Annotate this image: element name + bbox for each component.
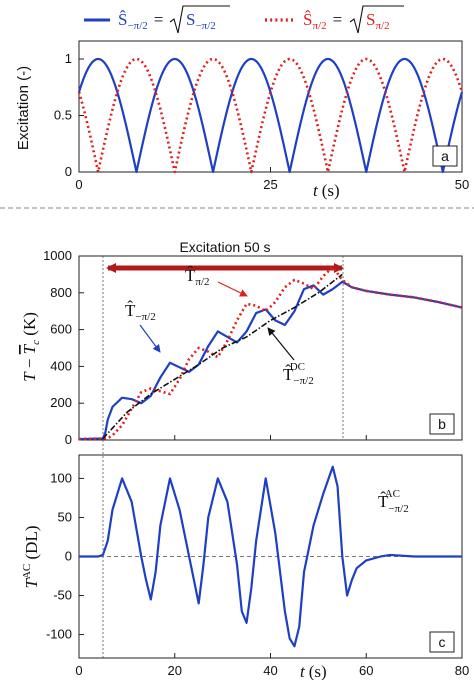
legend-radicand-blue: S−π/2 xyxy=(186,10,216,32)
panel-b-ytick-label: 800 xyxy=(50,285,72,300)
annotation-t-hat-ac: T̂−π/2AC xyxy=(378,488,409,515)
panel-a-xticks: 0 25 50 xyxy=(75,167,469,192)
panel-b-ytick-label: 200 xyxy=(50,395,72,410)
panel-c-yticks: 100 50 0 -50 -100 xyxy=(46,470,84,642)
panel-b-series-line-1 xyxy=(78,265,463,441)
panel-c-series-line-0 xyxy=(79,465,462,648)
annotation-arrow-blue xyxy=(139,324,161,353)
panel-b-frame xyxy=(78,255,463,441)
panel-a-ytick-label: 0 xyxy=(65,164,72,179)
panel-a-xlabel: t (s) xyxy=(313,181,340,200)
panel-a-ytick-label: 1 xyxy=(65,51,72,66)
panel-c-xticks: 0 20 40 60 80 xyxy=(75,653,469,678)
legend-radicand-red: Sπ/2 xyxy=(366,10,390,32)
panel-c-xtick-label: 40 xyxy=(263,663,277,678)
legend-entry-red: Ŝπ/2 = Sπ/2 xyxy=(265,5,404,34)
panel-c-series xyxy=(79,465,462,648)
panel-b-ytick-label: 0 xyxy=(65,432,72,447)
panel-a-ylabel: Excitation (-) xyxy=(15,66,32,150)
panel-b-label: b xyxy=(438,416,446,432)
panel-a-xtick-label: 0 xyxy=(75,177,82,192)
panel-a-xtick-label: 25 xyxy=(263,177,277,192)
panel-c-ytick-label: 0 xyxy=(65,549,72,564)
panel-c-xtick-label: 60 xyxy=(359,663,373,678)
panel-a-series xyxy=(77,57,464,174)
panel-c-ytick-label: 50 xyxy=(58,509,72,524)
panel-c-ytick-label: -50 xyxy=(53,588,72,603)
panel-a-series-line-1 xyxy=(77,57,464,174)
panel-a: 00.51 0 25 50 Excitation (-) t (s) a xyxy=(15,40,469,200)
panel-a-yticks: 00.51 xyxy=(54,51,84,179)
panel-b-ylabel: T − Tc (K) xyxy=(20,312,42,382)
panel-b-series-line-0 xyxy=(78,280,463,441)
annotation-t-hat-dc: T̂−π/2DC xyxy=(283,361,314,387)
panel-a-xtick-label: 50 xyxy=(455,177,469,192)
annotation-t-hat-minus-pi2: T̂−π/2 xyxy=(125,301,156,323)
panel-a-series-line-0 xyxy=(77,57,464,174)
legend: Ŝ−π/2 = S−π/2 Ŝπ/2 = Sπ/2 xyxy=(84,5,404,34)
legend-sqrt-red xyxy=(349,5,404,34)
excitation-label: Excitation 50 s xyxy=(179,239,270,255)
annotation-arrow-red xyxy=(217,281,248,297)
panel-c-xlabel: t (s) xyxy=(300,662,327,680)
panel-c-xtick-label: 0 xyxy=(75,663,82,678)
panel-b-label-box xyxy=(429,413,455,435)
panel-a-ytick-label: 0.5 xyxy=(54,108,72,123)
panel-b-yticks: 0 200 400 600 800 1000 xyxy=(43,248,463,447)
panel-c-xtick-label: 80 xyxy=(455,663,469,678)
panel-c-label-box xyxy=(429,631,455,653)
panel-b-ytick-label: 400 xyxy=(50,358,72,373)
panel-b-series-line-2 xyxy=(102,273,343,440)
panel-c-xtick-label: 20 xyxy=(168,663,182,678)
annotation-t-hat-pi2: T̂π/2 xyxy=(185,266,210,288)
annotation-arrow-dc xyxy=(267,327,295,361)
legend-text-blue: Ŝ−π/2 = xyxy=(118,10,163,32)
panel-c: 100 50 0 -50 -100 0 20 40 60 80 TAC (DL) t (s) T̂… xyxy=(21,454,469,680)
panel-b-ytick-label: 1000 xyxy=(43,248,72,263)
legend-sqrt-blue xyxy=(169,5,230,34)
panel-c-ytick-label: 100 xyxy=(50,470,72,485)
panel-b-ytick-label: 600 xyxy=(50,322,72,337)
panel-a-label-box xyxy=(432,145,458,167)
panel-b-series xyxy=(78,265,463,441)
panel-c-label: c xyxy=(439,634,446,650)
panel-c-ytick-label: -100 xyxy=(46,627,72,642)
panel-c-ylabel: TAC (DL) xyxy=(21,526,41,589)
panel-a-label: a xyxy=(441,148,449,164)
panel-a-frame xyxy=(78,40,463,173)
legend-text-red: Ŝπ/2 = xyxy=(303,10,342,32)
legend-entry-blue: Ŝ−π/2 = S−π/2 xyxy=(84,5,230,34)
